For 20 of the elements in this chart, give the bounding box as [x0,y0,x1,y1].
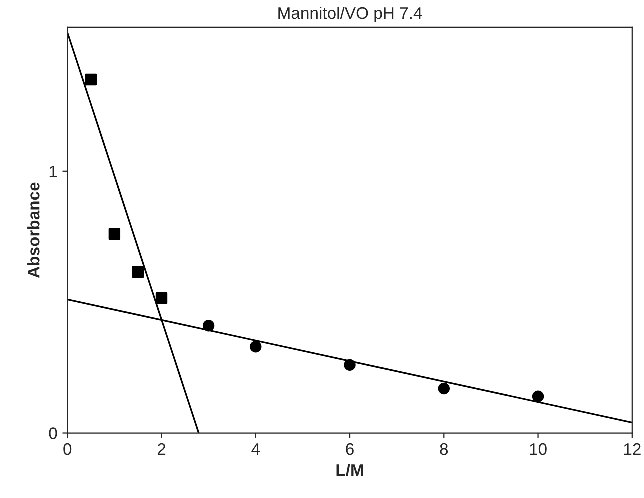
chart-title: Mannitol/VO pH 7.4 [278,6,422,23]
point [250,341,262,353]
point [108,228,121,240]
x-tick-label: 12 [624,443,641,456]
x-tick-label: 10 [530,443,547,456]
point [202,320,215,332]
point [132,266,144,278]
point [438,382,450,395]
point [344,359,356,372]
x-tick-label: 2 [158,443,166,456]
point [156,292,168,304]
point [85,74,97,86]
y-axis-title: Absorbance [28,182,40,278]
x-axis-title: L/M [336,464,364,476]
x-tick-label: 8 [440,443,448,456]
x-tick-label: 6 [346,443,354,456]
x-tick-label: 4 [252,444,260,456]
y-tick-label: 1 [50,166,58,178]
point [532,390,544,402]
x-tick-label: 0 [64,443,72,456]
